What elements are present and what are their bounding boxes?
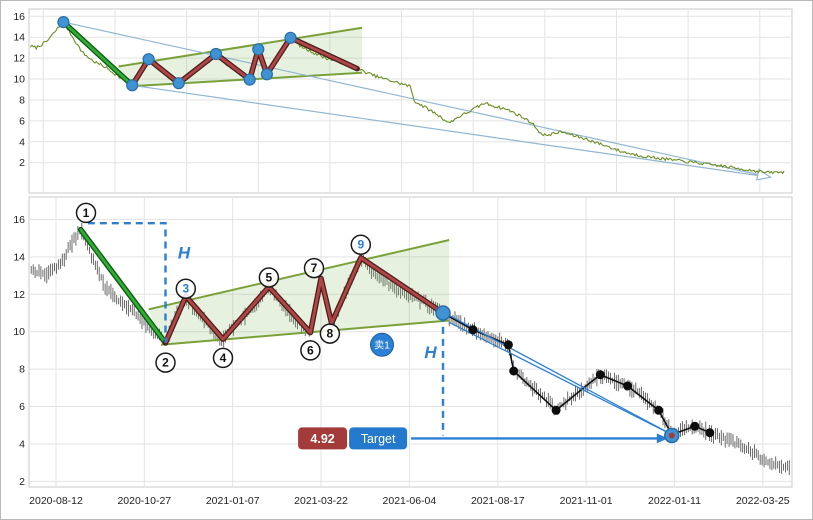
pivot-dot-black[interactable] bbox=[509, 366, 519, 376]
y-axis-tick-label: 12 bbox=[13, 289, 25, 301]
wave-label-text: 5 bbox=[266, 271, 273, 285]
wave-label-text: 4 bbox=[220, 351, 227, 365]
y-axis-tick-label: 8 bbox=[19, 95, 25, 107]
x-axis-tick-label: 2021-06-04 bbox=[383, 495, 437, 507]
pivot-dot-black[interactable] bbox=[654, 405, 664, 415]
y-axis-tick-label: 16 bbox=[13, 11, 25, 23]
h-label-2: H bbox=[424, 343, 437, 362]
upper-trendline[interactable] bbox=[118, 26, 363, 68]
wave-label-1[interactable]: 1 bbox=[75, 202, 97, 224]
lower-trendline[interactable] bbox=[161, 319, 450, 346]
target-price-text: 4.92 bbox=[310, 432, 334, 446]
pivot-dot-blue[interactable] bbox=[209, 47, 223, 61]
pattern-zigzag[interactable] bbox=[164, 256, 444, 344]
y-axis-tick-label: 6 bbox=[19, 115, 25, 127]
wave-label-text: 2 bbox=[162, 356, 169, 370]
x-axis-tick-label: 2021-11-01 bbox=[560, 495, 613, 507]
pivot-dot-blue[interactable] bbox=[126, 79, 139, 92]
projection-channel-line[interactable] bbox=[442, 311, 673, 436]
wave-label-text: 9 bbox=[357, 238, 364, 252]
y-axis-tick-label: 2 bbox=[19, 157, 25, 169]
pivot-dot-black[interactable] bbox=[690, 421, 700, 431]
wave-label-5[interactable]: 5 bbox=[258, 267, 280, 288]
overview-panel: 16 14 12 10 8 6 4 2 bbox=[13, 8, 793, 194]
detail-content: H H 卖1 4.92 Target 1 2 3 4 5 6 7 8 9 bbox=[30, 202, 790, 475]
wave-label-9[interactable]: 9 bbox=[350, 234, 372, 255]
y-axis-tick-label: 14 bbox=[13, 251, 25, 263]
y-axis-tick-label: 10 bbox=[13, 74, 25, 86]
pivot-dot-blue[interactable] bbox=[252, 43, 265, 56]
sell-signal-badge[interactable] bbox=[370, 332, 394, 357]
pivot-dot-black[interactable] bbox=[705, 428, 715, 438]
y-axis-tick-label: 2 bbox=[19, 476, 25, 488]
projection-line[interactable] bbox=[132, 84, 771, 178]
breakdown-dot[interactable] bbox=[435, 305, 451, 321]
y-axis-tick-label: 14 bbox=[13, 32, 25, 44]
pivot-dot-black[interactable] bbox=[551, 405, 561, 415]
h-label-1: H bbox=[178, 244, 191, 263]
y-axis-tick-label: 4 bbox=[19, 439, 25, 451]
pivot-dot-blue[interactable] bbox=[243, 73, 256, 86]
wave-label-7[interactable]: 7 bbox=[303, 257, 325, 279]
gridlines bbox=[29, 9, 792, 193]
target-price-badge[interactable] bbox=[298, 427, 348, 450]
wave-label-text: 6 bbox=[307, 343, 314, 357]
h-measure-line-1[interactable] bbox=[87, 221, 167, 343]
wave-label-6[interactable]: 6 bbox=[300, 340, 321, 361]
impulse-line[interactable] bbox=[79, 228, 167, 345]
pivot-dot-black[interactable] bbox=[595, 370, 605, 380]
panel-background bbox=[28, 8, 793, 194]
projection-arrowhead bbox=[755, 168, 773, 181]
y-axis-tick-label: 12 bbox=[13, 53, 25, 65]
wave-label-4[interactable]: 4 bbox=[212, 347, 234, 369]
x-axis-tick-label: 2022-01-11 bbox=[648, 495, 701, 507]
overview-content bbox=[29, 16, 785, 181]
pivot-dot-black[interactable] bbox=[503, 340, 513, 350]
pivot-dot-black[interactable] bbox=[468, 325, 478, 335]
projection-channel-line[interactable] bbox=[448, 321, 673, 436]
target-label-text: Target bbox=[361, 432, 396, 446]
x-axis-tick-label: 2021-08-17 bbox=[471, 495, 525, 507]
wave-label-3[interactable]: 3 bbox=[175, 278, 197, 299]
pivot-dot-blue[interactable] bbox=[172, 77, 185, 90]
wave-label-2[interactable]: 2 bbox=[155, 352, 176, 373]
pivot-dot-blue[interactable] bbox=[284, 31, 297, 44]
y-axis-tick-label: 16 bbox=[13, 214, 25, 226]
sell-signal-label: 卖1 bbox=[374, 339, 390, 351]
x-axis-tick-label: 2021-01-07 bbox=[206, 495, 260, 507]
wave-label-text: 1 bbox=[83, 206, 90, 220]
y-axis-tick-label: 4 bbox=[19, 136, 25, 148]
wave-label-8[interactable]: 8 bbox=[319, 323, 341, 344]
x-axis-tick-label: 2020-10-27 bbox=[117, 495, 171, 507]
wave-label-text: 7 bbox=[311, 261, 318, 275]
y-axis-tick-label: 10 bbox=[13, 326, 25, 338]
pivot-dot-blue[interactable] bbox=[142, 53, 155, 66]
target-arrowhead bbox=[656, 433, 668, 444]
impulse-line[interactable] bbox=[62, 20, 134, 87]
x-axis-tick-label: 2022-03-25 bbox=[736, 495, 790, 507]
upper-trendline[interactable] bbox=[148, 239, 450, 311]
x-axis-tick-label: 2020-08-12 bbox=[29, 495, 83, 507]
wave-label-text: 3 bbox=[182, 282, 189, 296]
pivot-dot-blue[interactable] bbox=[260, 68, 273, 81]
target-label-badge[interactable] bbox=[349, 427, 408, 450]
projection-line[interactable] bbox=[63, 21, 771, 178]
y-axis-tick-label: 6 bbox=[19, 401, 25, 413]
wave-label-text: 8 bbox=[327, 327, 334, 341]
target-dot-center bbox=[668, 432, 675, 439]
pivot-dot-black[interactable] bbox=[623, 381, 633, 391]
x-axis-tick-label: 2021-03-22 bbox=[294, 495, 348, 507]
pivot-dot-blue[interactable] bbox=[57, 16, 70, 29]
y-axis-tick-label: 8 bbox=[19, 364, 25, 376]
